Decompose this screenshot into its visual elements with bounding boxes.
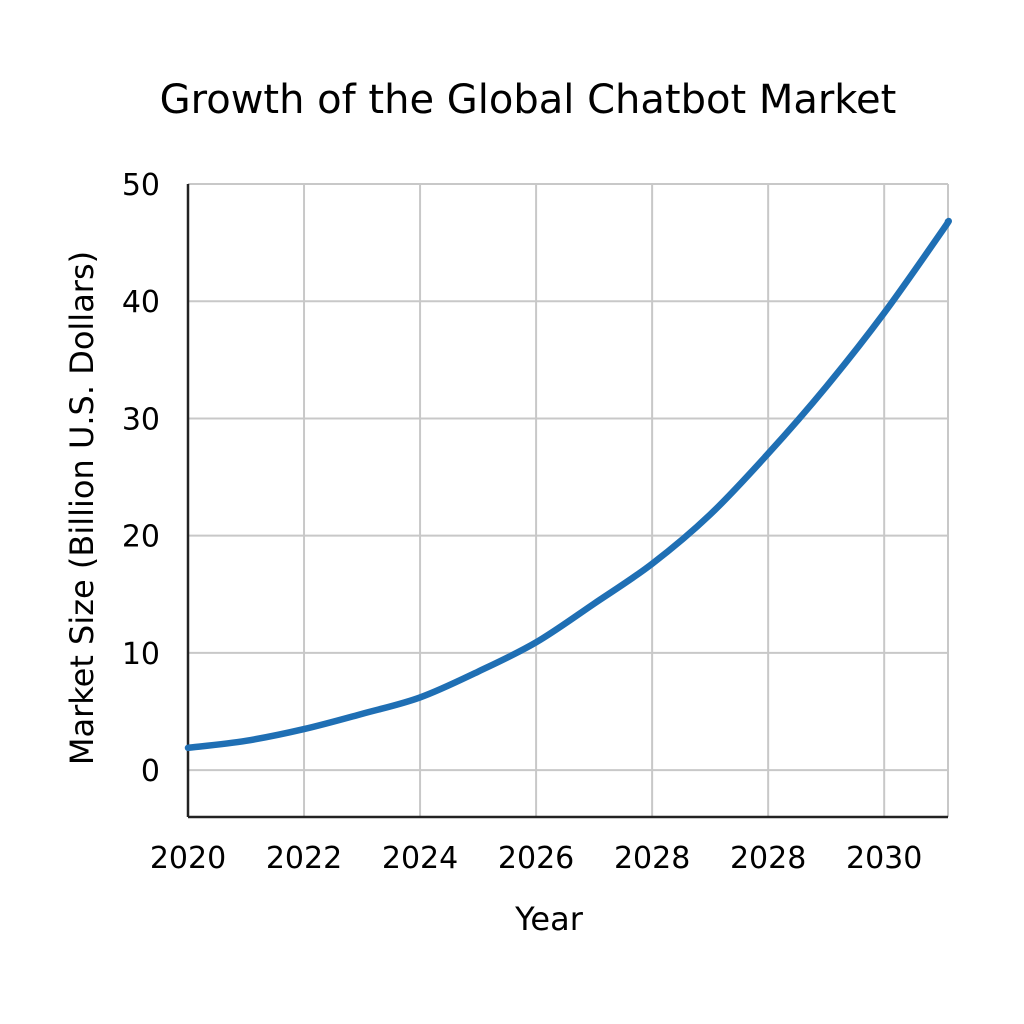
chart-title: Growth of the Global Chatbot Market [160,77,897,123]
x-tick-labels: 2020 2022 2024 2026 2028 2028 2030 [150,841,923,876]
x-tick-label: 2024 [382,841,458,876]
x-tick-label: 2026 [498,841,574,876]
x-tick-label: 2022 [266,841,342,876]
y-tick-label: 0 [141,754,160,789]
x-tick-label: 2028 [614,841,690,876]
series-lines [184,217,952,752]
y-tick-labels: 0 10 20 30 40 50 [122,168,160,789]
y-axis-label: Market Size (Billion U.S. Dollars) [63,251,101,765]
axes [186,184,948,819]
x-axis-label: Year [514,900,584,938]
y-tick-label: 20 [122,520,160,555]
y-tick-label: 10 [122,637,160,672]
x-tick-label: 2020 [150,841,226,876]
y-tick-label: 40 [122,285,160,320]
x-tick-label: 2028 [730,841,806,876]
series-line-0 [184,217,952,752]
y-tick-label: 50 [122,168,160,203]
grid-lines [187,183,949,817]
x-tick-label: 2030 [846,841,922,876]
y-tick-label: 30 [122,402,160,437]
